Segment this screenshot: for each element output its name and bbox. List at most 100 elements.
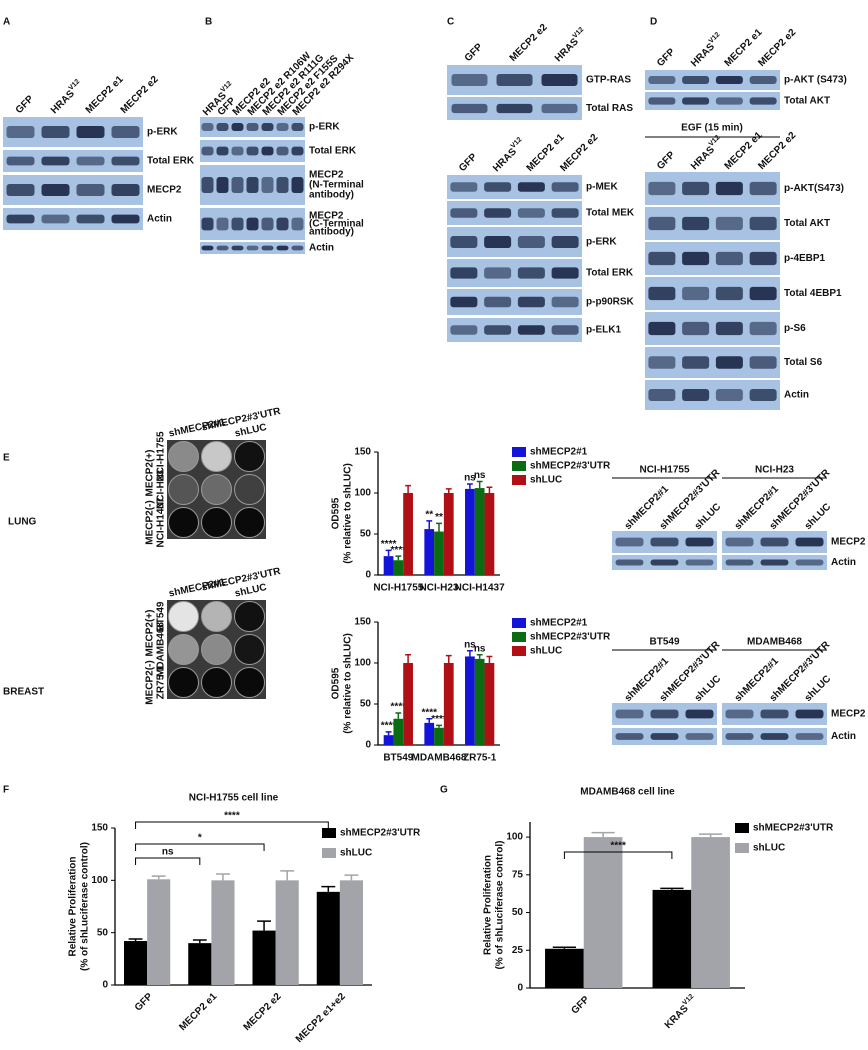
significance-label: **** xyxy=(431,714,447,725)
blot-band xyxy=(615,559,644,566)
blot-band xyxy=(111,126,140,138)
lane-label-sup: V12 xyxy=(220,80,234,94)
blot-band xyxy=(246,217,259,231)
bar xyxy=(484,663,495,745)
lane-label: shLUC xyxy=(693,673,724,704)
blot-band xyxy=(648,389,676,401)
blot-strip xyxy=(645,70,780,90)
row-label: (N-Terminal xyxy=(309,180,364,191)
bar xyxy=(393,718,404,745)
error-bar xyxy=(486,655,493,663)
y-axis-label: (% relative to shLUC) xyxy=(343,463,354,564)
blot-band xyxy=(615,709,644,719)
plate-group-label: MECP2(+) xyxy=(145,450,156,497)
bar xyxy=(424,529,435,575)
error-bar xyxy=(436,522,442,532)
bar xyxy=(465,488,475,575)
y-tick-label: 50 xyxy=(360,529,372,540)
bar xyxy=(383,556,394,575)
row-label: Total S6 xyxy=(784,357,823,368)
blot-band xyxy=(648,321,676,336)
blot-band xyxy=(551,296,579,308)
blot-band xyxy=(749,321,777,336)
legend-swatch xyxy=(322,848,336,858)
blot-band xyxy=(682,181,710,196)
lane-label-sup: V12 xyxy=(68,78,82,92)
significance-label: **** xyxy=(391,702,407,713)
error-bar xyxy=(128,938,143,942)
blot-band xyxy=(276,245,289,251)
row-label: MECP2 xyxy=(831,709,866,720)
blot-band xyxy=(760,733,789,740)
error-bar xyxy=(321,885,336,892)
bar xyxy=(316,891,340,985)
x-tick-label-sup: V12 xyxy=(682,993,696,1007)
blot-band xyxy=(650,709,679,719)
y-tick-label: 100 xyxy=(91,875,108,886)
blot-band xyxy=(261,146,274,156)
blot-band xyxy=(541,74,578,86)
bar xyxy=(484,493,495,575)
blot-band xyxy=(291,123,304,131)
legend-label: shMECP2#3'UTR xyxy=(530,461,611,472)
legend-swatch xyxy=(735,823,749,833)
panel-letter: F xyxy=(3,785,9,796)
blot-band xyxy=(216,146,229,156)
plate xyxy=(168,601,199,632)
row-label: p-S6 xyxy=(784,323,806,334)
row-label: Total AKT xyxy=(784,96,830,107)
bar xyxy=(339,880,364,985)
blot-band xyxy=(682,286,710,301)
blot-band xyxy=(648,356,676,369)
blot-band xyxy=(760,559,789,566)
row-label: Actin xyxy=(784,390,809,401)
lane-label: shMECP2#3'UTR xyxy=(768,639,833,704)
legend-label: shMECP2#3'UTR xyxy=(530,632,611,643)
plate xyxy=(234,474,265,505)
legend-swatch xyxy=(512,447,526,457)
blot-band xyxy=(484,325,512,335)
error-bar xyxy=(385,549,392,557)
bar xyxy=(393,560,404,575)
error-bar xyxy=(445,488,452,493)
blot-band xyxy=(450,296,478,308)
bar xyxy=(652,889,692,988)
blot-band xyxy=(201,245,214,251)
blot-band xyxy=(551,267,579,279)
group-label: BT549 xyxy=(649,637,679,648)
legend-label: shLUC xyxy=(340,848,372,859)
lane-label: MECP2 e2 xyxy=(508,22,550,64)
legend-swatch xyxy=(735,843,749,853)
x-tick-label: MECP2 e1 xyxy=(177,991,219,1033)
plate-group-label: MECP2(-) xyxy=(145,660,156,704)
blot-band xyxy=(450,236,478,248)
row-label: Total RAS xyxy=(586,103,633,114)
blot-band xyxy=(231,217,244,231)
blot-band xyxy=(111,184,140,196)
blot-band xyxy=(261,217,274,231)
significance-label: **** xyxy=(421,707,437,718)
blot-band xyxy=(517,267,545,279)
error-bar xyxy=(385,731,392,736)
blot-band xyxy=(484,267,512,279)
lane-label: shMECP2#3'UTR xyxy=(658,639,723,704)
blot-band xyxy=(541,103,578,114)
error-bar xyxy=(151,875,166,880)
blot-band xyxy=(615,537,644,547)
bar xyxy=(474,658,485,745)
error-bar xyxy=(466,649,473,657)
blot-band xyxy=(41,126,70,138)
significance-label: ns xyxy=(474,643,486,654)
row-label: (C-Terminal xyxy=(309,219,364,230)
blot-band xyxy=(648,76,676,84)
y-axis-label: Relative Proliferation xyxy=(483,855,494,955)
bar xyxy=(443,493,454,575)
y-tick-label: 25 xyxy=(512,945,524,956)
blot-band xyxy=(682,76,710,84)
plate-group-label: MECP2(+) xyxy=(145,610,156,657)
x-tick-label: NCI-H1437 xyxy=(455,583,505,594)
group-label: MDAMB468 xyxy=(747,637,802,648)
x-tick-label: NCI-H23 xyxy=(420,583,459,594)
legend-swatch xyxy=(512,461,526,471)
blot-band xyxy=(749,97,777,105)
